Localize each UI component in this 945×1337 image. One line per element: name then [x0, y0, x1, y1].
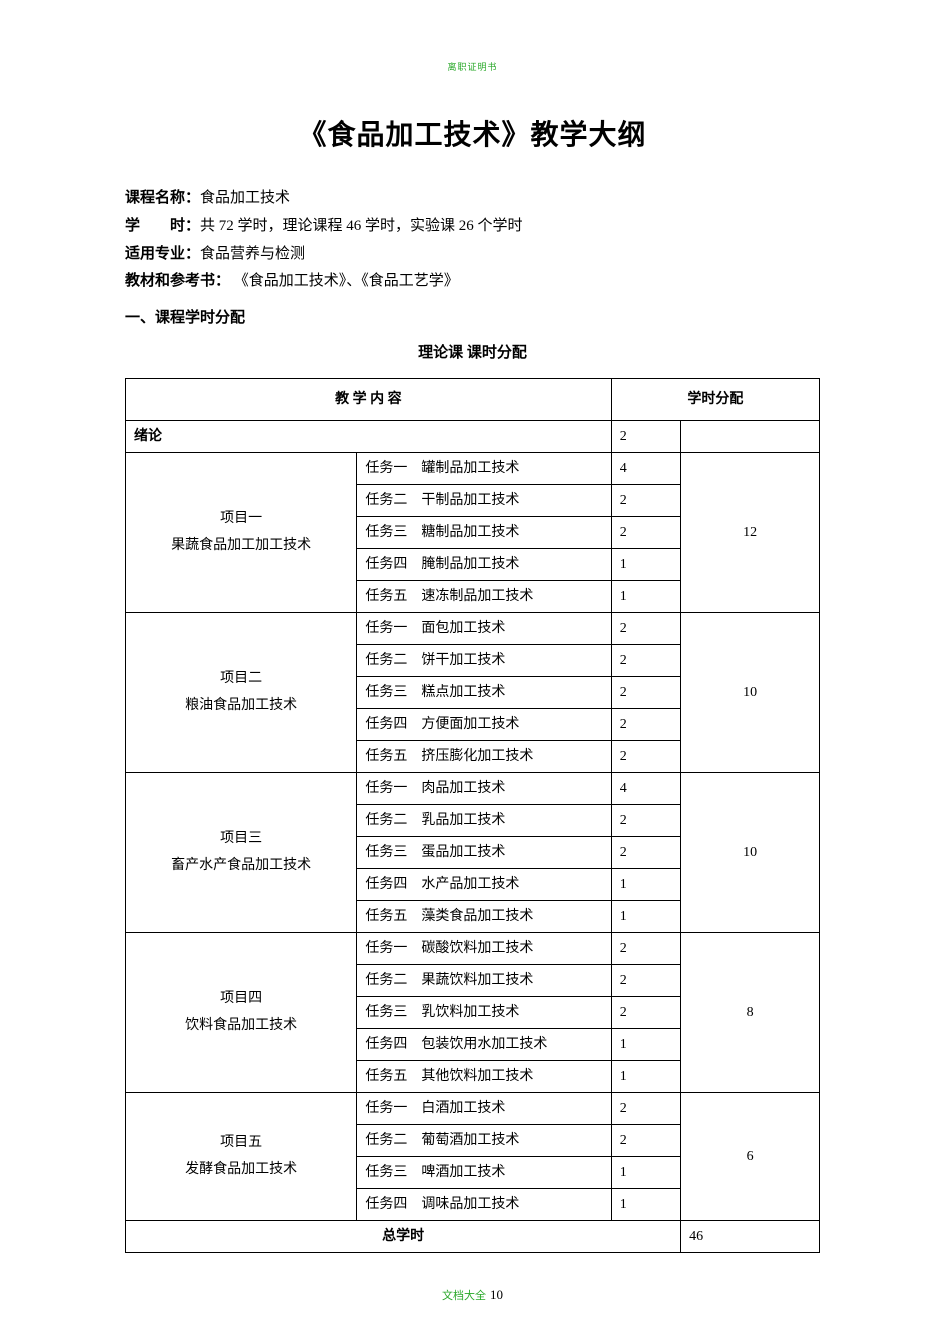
task-cell: 任务五 速冻制品加工技术: [357, 581, 611, 613]
task-cell: 任务一 面包加工技术: [357, 613, 611, 645]
task-cell: 任务三 糕点加工技术: [357, 677, 611, 709]
task-cell: 任务四 方便面加工技术: [357, 709, 611, 741]
section-heading: 一、课程学时分配: [125, 306, 820, 327]
table-subtitle: 理论课 课时分配: [125, 341, 820, 362]
task-hours: 1: [611, 869, 680, 901]
major-value: 食品营养与检测: [200, 246, 305, 262]
course-info-block: 课程名称：食品加工技术 学 时：共 72 学时，理论课程 46 学时，实验课 2…: [125, 185, 820, 296]
task-cell: 任务四 水产品加工技术: [357, 869, 611, 901]
books-value: 《食品加工技术》、《食品工艺学》: [234, 273, 459, 289]
task-cell: 任务一 罐制品加工技术: [357, 453, 611, 485]
task-cell: 任务四 调味品加工技术: [357, 1189, 611, 1221]
project-cell: 项目二粮油食品加工技术: [126, 613, 357, 773]
hours-allocation-table: 教 学 内 容 学时分配 绪论 2 项目一果蔬食品加工加工技术任务一 罐制品加工…: [125, 378, 820, 1253]
info-major: 适用专业：食品营养与检测: [125, 241, 820, 269]
table-row: 项目二粮油食品加工技术任务一 面包加工技术210: [126, 613, 820, 645]
project-cell: 项目五发酵食品加工技术: [126, 1093, 357, 1221]
task-hours: 2: [611, 1125, 680, 1157]
table-header-row: 教 学 内 容 学时分配: [126, 379, 820, 421]
task-cell: 任务一 白酒加工技术: [357, 1093, 611, 1125]
table-row: 项目四饮料食品加工技术任务一 碳酸饮料加工技术28: [126, 933, 820, 965]
task-hours: 1: [611, 581, 680, 613]
task-cell: 任务一 肉品加工技术: [357, 773, 611, 805]
info-hours: 学 时：共 72 学时，理论课程 46 学时，实验课 26 个学时: [125, 213, 820, 241]
project-total: 10: [681, 613, 820, 773]
task-cell: 任务二 葡萄酒加工技术: [357, 1125, 611, 1157]
task-hours: 2: [611, 613, 680, 645]
task-hours: 1: [611, 1157, 680, 1189]
task-hours: 1: [611, 549, 680, 581]
task-hours: 1: [611, 1029, 680, 1061]
task-hours: 2: [611, 741, 680, 773]
task-cell: 任务四 包装饮用水加工技术: [357, 1029, 611, 1061]
task-hours: 2: [611, 965, 680, 997]
intro-total-blank: [681, 421, 820, 453]
info-course: 课程名称：食品加工技术: [125, 185, 820, 213]
intro-hours: 2: [611, 421, 680, 453]
total-value: 46: [681, 1221, 820, 1253]
page-number: 10: [490, 1287, 503, 1302]
task-hours: 1: [611, 901, 680, 933]
intro-label: 绪论: [126, 421, 612, 453]
page-title: 《食品加工技术》教学大纲: [125, 113, 820, 153]
books-label: 教材和参考书：: [125, 273, 230, 289]
table-row: 项目五发酵食品加工技术任务一 白酒加工技术26: [126, 1093, 820, 1125]
header-allocation: 学时分配: [611, 379, 819, 421]
total-label: 总学时: [126, 1221, 681, 1253]
project-total: 12: [681, 453, 820, 613]
task-cell: 任务二 乳品加工技术: [357, 805, 611, 837]
footer-text: 文档大全: [442, 1290, 486, 1302]
task-hours: 2: [611, 709, 680, 741]
course-value: 食品加工技术: [200, 190, 290, 206]
table-row: 绪论 2: [126, 421, 820, 453]
project-cell: 项目三畜产水产食品加工技术: [126, 773, 357, 933]
task-hours: 4: [611, 773, 680, 805]
header-content: 教 学 内 容: [126, 379, 612, 421]
task-hours: 2: [611, 805, 680, 837]
task-hours: 2: [611, 677, 680, 709]
task-cell: 任务三 蛋品加工技术: [357, 837, 611, 869]
task-hours: 4: [611, 453, 680, 485]
table-row: 项目三畜产水产食品加工技术任务一 肉品加工技术410: [126, 773, 820, 805]
task-cell: 任务一 碳酸饮料加工技术: [357, 933, 611, 965]
hours-value: 共 72 学时，理论课程 46 学时，实验课 26 个学时: [200, 218, 523, 234]
project-cell: 项目四饮料食品加工技术: [126, 933, 357, 1093]
task-hours: 1: [611, 1061, 680, 1093]
hours-label: 学 时：: [125, 218, 200, 234]
major-label: 适用专业：: [125, 246, 200, 262]
task-hours: 2: [611, 997, 680, 1029]
task-cell: 任务二 饼干加工技术: [357, 645, 611, 677]
project-total: 6: [681, 1093, 820, 1221]
task-cell: 任务五 挤压膨化加工技术: [357, 741, 611, 773]
task-cell: 任务三 乳饮料加工技术: [357, 997, 611, 1029]
task-cell: 任务二 干制品加工技术: [357, 485, 611, 517]
project-cell: 项目一果蔬食品加工加工技术: [126, 453, 357, 613]
course-label: 课程名称：: [125, 190, 200, 206]
task-hours: 2: [611, 485, 680, 517]
task-cell: 任务三 糖制品加工技术: [357, 517, 611, 549]
table-total-row: 总学时 46: [126, 1221, 820, 1253]
task-hours: 2: [611, 517, 680, 549]
task-hours: 1: [611, 1189, 680, 1221]
table-row: 项目一果蔬食品加工加工技术任务一 罐制品加工技术412: [126, 453, 820, 485]
task-hours: 2: [611, 837, 680, 869]
project-total: 10: [681, 773, 820, 933]
task-hours: 2: [611, 645, 680, 677]
task-cell: 任务五 藻类食品加工技术: [357, 901, 611, 933]
task-cell: 任务二 果蔬饮料加工技术: [357, 965, 611, 997]
task-hours: 2: [611, 1093, 680, 1125]
footer-watermark: 文档大全 10: [0, 1287, 945, 1303]
task-cell: 任务四 腌制品加工技术: [357, 549, 611, 581]
task-cell: 任务五 其他饮料加工技术: [357, 1061, 611, 1093]
task-cell: 任务三 啤酒加工技术: [357, 1157, 611, 1189]
task-hours: 2: [611, 933, 680, 965]
info-books: 教材和参考书： 《食品加工技术》、《食品工艺学》: [125, 268, 820, 296]
header-watermark: 离职证明书: [125, 60, 820, 73]
project-total: 8: [681, 933, 820, 1093]
